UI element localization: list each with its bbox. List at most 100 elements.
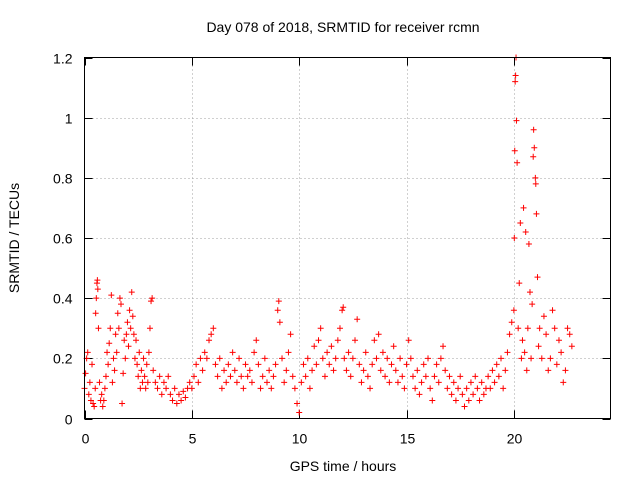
data-point — [298, 379, 305, 386]
data-point — [448, 391, 455, 398]
data-point — [180, 388, 187, 395]
data-point — [112, 331, 119, 338]
data-point — [208, 331, 215, 338]
data-point — [115, 325, 122, 332]
data-point — [311, 343, 318, 350]
grid-lines — [84, 57, 611, 419]
data-point — [485, 373, 492, 380]
data-point — [142, 385, 149, 392]
data-point — [124, 319, 131, 326]
data-point — [291, 385, 298, 392]
data-point — [160, 379, 167, 386]
data-point — [96, 379, 103, 386]
data-point — [403, 361, 410, 368]
data-point — [236, 355, 243, 362]
data-point — [390, 343, 397, 350]
data-point — [94, 286, 101, 293]
data-point — [422, 373, 429, 380]
data-point — [100, 397, 107, 404]
y-axis-label: SRMTID / TECUs — [6, 183, 22, 293]
data-point — [377, 367, 384, 374]
data-point — [358, 379, 365, 386]
data-point — [349, 355, 356, 362]
data-point — [152, 379, 159, 386]
data-points — [81, 54, 575, 416]
data-point — [524, 325, 531, 332]
data-point — [518, 355, 525, 362]
x-tick-label: 20 — [507, 431, 523, 447]
data-point — [334, 337, 341, 344]
data-point — [506, 331, 513, 338]
data-point — [114, 310, 121, 317]
data-point — [394, 379, 401, 386]
data-point — [190, 373, 197, 380]
data-point — [407, 355, 414, 362]
y-tick-label: 1.2 — [53, 51, 73, 67]
data-point — [555, 337, 562, 344]
data-point — [549, 307, 556, 314]
y-tick-label: 0 — [65, 412, 73, 428]
data-point — [272, 361, 279, 368]
data-point — [210, 325, 217, 332]
data-point — [472, 373, 479, 380]
data-point — [137, 385, 144, 392]
data-point — [218, 385, 225, 392]
data-point — [101, 385, 108, 392]
data-point — [560, 379, 567, 386]
data-point — [98, 391, 105, 398]
data-point — [82, 370, 89, 377]
data-point — [371, 337, 378, 344]
data-point — [199, 367, 206, 374]
data-point — [409, 373, 416, 380]
data-point — [285, 349, 292, 356]
data-point — [420, 361, 427, 368]
data-point — [324, 349, 331, 356]
data-point — [526, 289, 533, 296]
data-point — [136, 349, 143, 356]
data-point — [109, 379, 116, 386]
data-point — [281, 379, 288, 386]
data-point — [201, 349, 208, 356]
x-tick-label: 5 — [189, 431, 197, 447]
data-point — [340, 304, 347, 311]
data-point — [268, 385, 275, 392]
x-axis-label: GPS time / hours — [290, 458, 397, 474]
data-point — [274, 307, 281, 314]
data-point — [399, 373, 406, 380]
data-point — [332, 355, 339, 362]
data-point — [317, 325, 324, 332]
data-point — [532, 174, 539, 181]
data-point — [167, 391, 174, 398]
data-point — [405, 337, 412, 344]
data-point — [553, 361, 560, 368]
data-point — [143, 361, 150, 368]
data-point — [140, 355, 147, 362]
data-point — [431, 373, 438, 380]
data-point — [521, 349, 528, 356]
x-tick-label: 10 — [292, 431, 308, 447]
data-point — [128, 289, 135, 296]
data-point — [401, 385, 408, 392]
data-point — [540, 313, 547, 320]
data-point — [107, 325, 114, 332]
data-point — [531, 144, 538, 151]
data-point — [566, 331, 573, 338]
data-point — [171, 385, 178, 392]
data-point — [123, 331, 130, 338]
data-point — [195, 379, 202, 386]
y-tick-label: 0.6 — [53, 231, 73, 247]
x-tick-label: 0 — [82, 431, 90, 447]
data-point — [545, 367, 552, 374]
data-point — [360, 367, 367, 374]
data-point — [108, 292, 115, 299]
data-point — [474, 385, 481, 392]
data-point — [341, 355, 348, 362]
data-point — [467, 379, 474, 386]
data-point — [169, 397, 176, 404]
x-tick-labels: 0 5 10 15 20 — [82, 431, 523, 447]
data-point — [154, 385, 161, 392]
data-point — [528, 355, 535, 362]
data-point — [94, 277, 101, 284]
data-point — [313, 361, 320, 368]
